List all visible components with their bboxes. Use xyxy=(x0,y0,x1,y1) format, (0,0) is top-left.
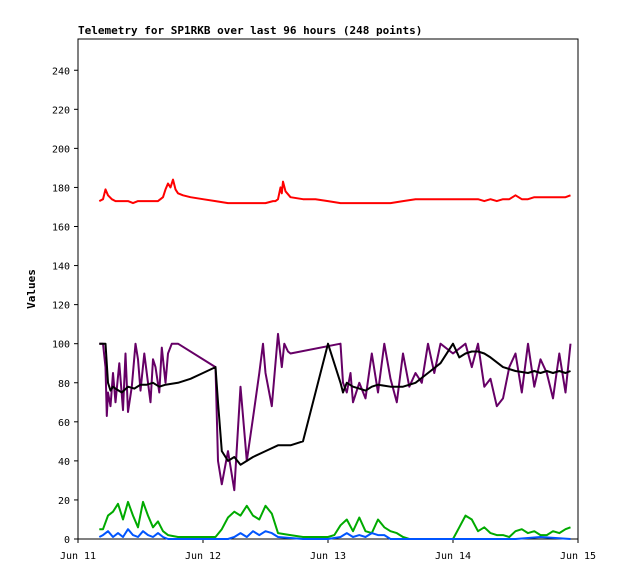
y-tick-label: 40 xyxy=(58,457,70,468)
series-layer xyxy=(98,178,572,540)
chart-title: Telemetry for SP1RKB over last 96 hours … xyxy=(78,24,422,37)
y-tick-label: 60 xyxy=(58,418,70,429)
y-tick-label: 200 xyxy=(52,144,70,155)
x-tick-label: Jun 15 xyxy=(560,551,596,562)
series-line-2 xyxy=(99,342,571,466)
x-tick-label: Jun 14 xyxy=(435,551,471,562)
series-line-3 xyxy=(99,500,571,540)
plot-area xyxy=(77,38,579,540)
series-line-1 xyxy=(99,332,572,492)
y-tick-label: 220 xyxy=(52,105,70,116)
series-line-4 xyxy=(98,528,571,540)
x-tick-label: Jun 12 xyxy=(185,551,221,562)
x-tick-label: Jun 13 xyxy=(310,551,346,562)
series-line-0 xyxy=(98,178,571,205)
y-axis-label: Values xyxy=(25,269,38,309)
y-axis: 0 20 40 60 80 100 120 140 160 180 200 220 240 xyxy=(52,66,78,546)
y-tick-label: 120 xyxy=(52,301,70,312)
x-tick-label: Jun 11 xyxy=(60,551,96,562)
y-tick-label: 20 xyxy=(58,496,70,507)
y-tick-label: 180 xyxy=(52,183,70,194)
y-tick-label: 160 xyxy=(52,223,70,234)
y-tick-label: 100 xyxy=(52,340,70,351)
y-tick-label: 240 xyxy=(52,66,70,77)
y-tick-label: 140 xyxy=(52,262,70,273)
y-tick-label: 80 xyxy=(58,379,70,390)
y-tick-label: 0 xyxy=(64,535,70,546)
x-axis: Jun 11 Jun 12 Jun 13 Jun 14 Jun 15 xyxy=(60,539,596,562)
